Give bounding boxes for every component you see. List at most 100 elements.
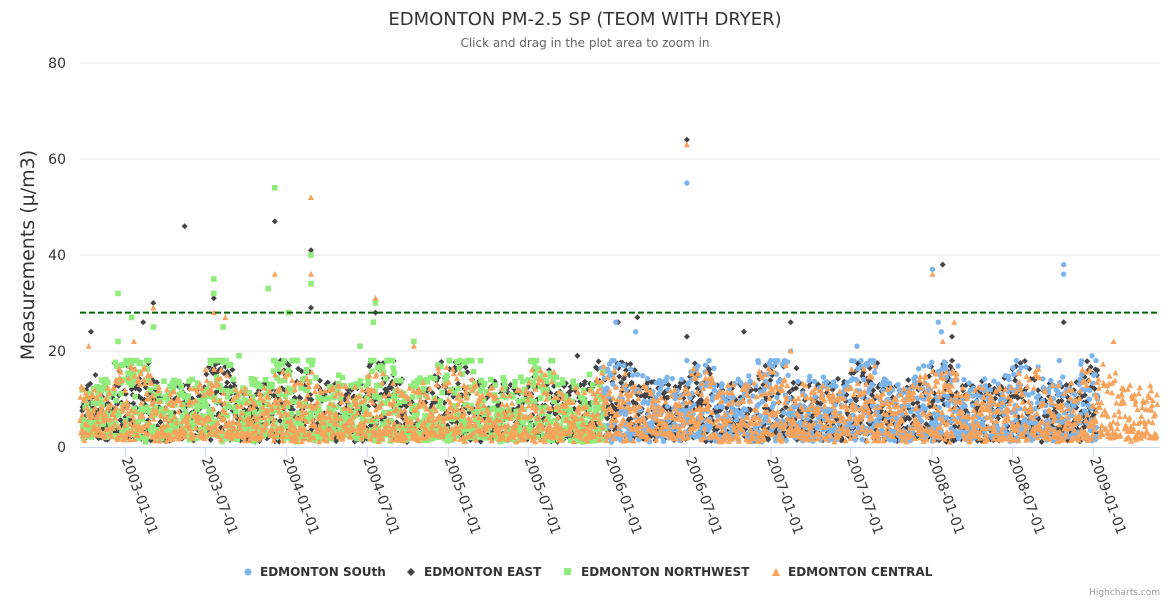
data-point[interactable] bbox=[664, 394, 671, 401]
data-point[interactable] bbox=[695, 363, 701, 369]
data-point[interactable] bbox=[220, 324, 226, 330]
data-point[interactable] bbox=[211, 276, 217, 282]
data-point[interactable] bbox=[660, 438, 667, 444]
data-point[interactable] bbox=[966, 380, 972, 386]
data-point[interactable] bbox=[743, 407, 749, 413]
data-point[interactable] bbox=[143, 439, 149, 445]
data-point[interactable] bbox=[833, 383, 839, 389]
data-point[interactable] bbox=[153, 379, 160, 386]
data-point[interactable] bbox=[189, 376, 195, 383]
data-point[interactable] bbox=[795, 378, 801, 385]
data-point[interactable] bbox=[308, 252, 314, 258]
data-point[interactable] bbox=[1063, 382, 1070, 388]
data-point[interactable] bbox=[869, 382, 875, 388]
data-point[interactable] bbox=[117, 417, 124, 424]
data-point[interactable] bbox=[455, 385, 461, 392]
data-point[interactable] bbox=[137, 359, 144, 366]
data-point[interactable] bbox=[702, 362, 709, 368]
data-point[interactable] bbox=[132, 393, 138, 400]
data-point[interactable] bbox=[397, 377, 404, 384]
data-point[interactable] bbox=[793, 365, 800, 372]
data-point[interactable] bbox=[781, 410, 787, 416]
data-point[interactable] bbox=[887, 380, 893, 386]
data-point[interactable] bbox=[944, 394, 951, 400]
data-point[interactable] bbox=[157, 419, 164, 425]
data-point[interactable] bbox=[275, 366, 282, 372]
data-point[interactable] bbox=[519, 378, 526, 385]
data-point[interactable] bbox=[944, 415, 950, 421]
data-point[interactable] bbox=[211, 290, 217, 297]
data-point[interactable] bbox=[906, 415, 913, 422]
data-point[interactable] bbox=[793, 385, 799, 392]
data-point[interactable] bbox=[555, 382, 561, 388]
data-point[interactable] bbox=[633, 329, 639, 335]
data-point[interactable] bbox=[860, 376, 867, 382]
data-point[interactable] bbox=[669, 375, 675, 382]
data-point[interactable] bbox=[324, 379, 331, 386]
data-point[interactable] bbox=[537, 395, 544, 401]
data-point[interactable] bbox=[774, 394, 780, 401]
data-point[interactable] bbox=[851, 358, 857, 364]
data-point[interactable] bbox=[665, 381, 672, 388]
data-point[interactable] bbox=[747, 378, 753, 384]
data-point[interactable] bbox=[325, 395, 331, 401]
data-point[interactable] bbox=[581, 378, 588, 385]
data-point[interactable] bbox=[992, 395, 999, 402]
data-point[interactable] bbox=[1023, 364, 1029, 370]
data-point[interactable] bbox=[230, 376, 237, 383]
data-point[interactable] bbox=[150, 324, 157, 330]
data-point[interactable] bbox=[444, 372, 450, 379]
data-point[interactable] bbox=[527, 422, 534, 429]
data-point[interactable] bbox=[616, 373, 623, 380]
data-point[interactable] bbox=[811, 378, 818, 385]
data-point[interactable] bbox=[357, 378, 364, 384]
data-point[interactable] bbox=[586, 371, 593, 378]
data-point[interactable] bbox=[629, 372, 636, 378]
data-point[interactable] bbox=[935, 319, 941, 325]
data-point[interactable] bbox=[372, 300, 379, 306]
data-point[interactable] bbox=[1092, 371, 1098, 378]
data-point[interactable] bbox=[265, 285, 271, 292]
data-point[interactable] bbox=[115, 290, 121, 297]
data-point[interactable] bbox=[488, 376, 494, 383]
data-point[interactable] bbox=[914, 399, 921, 406]
data-point[interactable] bbox=[431, 375, 438, 382]
data-point[interactable] bbox=[859, 437, 865, 443]
data-point[interactable] bbox=[916, 366, 922, 372]
data-point[interactable] bbox=[928, 359, 935, 365]
data-point[interactable] bbox=[391, 370, 397, 376]
data-point[interactable] bbox=[912, 374, 918, 380]
data-point[interactable] bbox=[298, 368, 305, 375]
data-point[interactable] bbox=[775, 357, 781, 364]
data-point[interactable] bbox=[262, 376, 269, 383]
data-point[interactable] bbox=[611, 357, 617, 364]
data-point[interactable] bbox=[746, 373, 752, 379]
data-point[interactable] bbox=[628, 379, 635, 386]
data-point[interactable] bbox=[895, 382, 901, 388]
data-point[interactable] bbox=[786, 389, 793, 396]
data-point[interactable] bbox=[1084, 358, 1091, 365]
data-point[interactable] bbox=[719, 404, 725, 410]
data-point[interactable] bbox=[684, 357, 690, 364]
data-point[interactable] bbox=[249, 381, 256, 388]
data-point[interactable] bbox=[1061, 271, 1067, 277]
data-point[interactable] bbox=[567, 388, 574, 395]
data-point[interactable] bbox=[382, 375, 389, 382]
data-point[interactable] bbox=[370, 357, 377, 364]
data-point[interactable] bbox=[207, 436, 214, 443]
data-point[interactable] bbox=[365, 379, 372, 385]
data-point[interactable] bbox=[464, 369, 471, 376]
data-point[interactable] bbox=[272, 185, 278, 191]
data-point[interactable] bbox=[543, 378, 550, 385]
data-point[interactable] bbox=[734, 416, 740, 423]
data-point[interactable] bbox=[294, 357, 301, 364]
data-point[interactable] bbox=[439, 389, 445, 396]
data-point[interactable] bbox=[227, 362, 234, 368]
data-point[interactable] bbox=[313, 375, 319, 381]
data-point[interactable] bbox=[871, 357, 877, 364]
data-point[interactable] bbox=[790, 379, 797, 386]
data-point[interactable] bbox=[981, 376, 988, 382]
data-point[interactable] bbox=[628, 366, 634, 372]
data-point[interactable] bbox=[719, 381, 725, 387]
